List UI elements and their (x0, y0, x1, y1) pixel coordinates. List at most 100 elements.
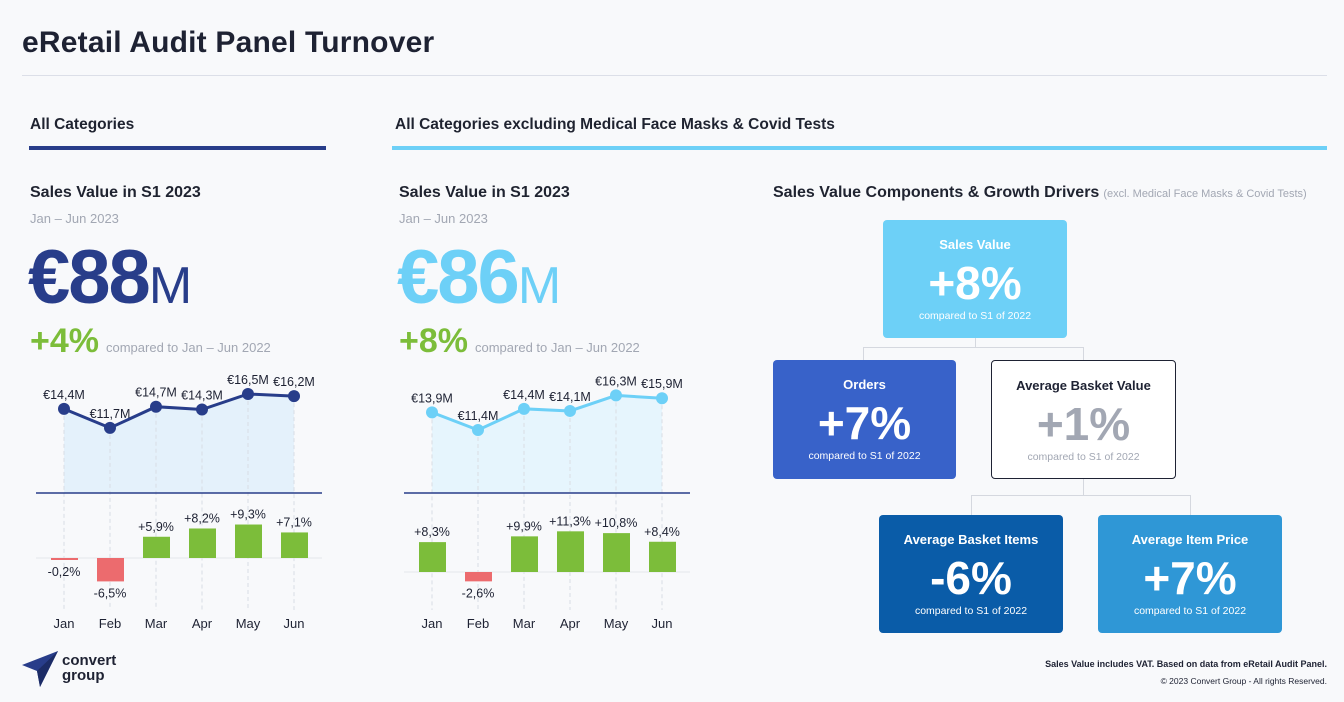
driver-avg-basket-value: Average Basket Value +1% compared to S1 … (991, 360, 1176, 479)
sales-point (426, 406, 438, 419)
x-tick-label: Jun (284, 616, 305, 631)
driver-orders-label: Orders (843, 377, 886, 392)
driver-sales-value-label: Sales Value (939, 237, 1011, 252)
x-tick-label: Mar (513, 616, 536, 631)
sales-label: €16,5M (227, 373, 269, 387)
sales-point (242, 388, 254, 400)
growth-label: +9,9% (506, 519, 542, 533)
growth-label: -2,6% (462, 586, 495, 600)
panel2-sales-value: €86M (397, 236, 561, 328)
sales-point (196, 403, 208, 416)
driver-orders: Orders +7% compared to S1 of 2022 (773, 360, 956, 479)
sales-line (63, 392, 295, 430)
connector (1083, 479, 1084, 495)
growth-label: +7,1% (276, 515, 312, 529)
growth-label: +10,8% (595, 516, 638, 530)
growth-label: +5,9% (138, 520, 174, 534)
section-excl-underline (392, 146, 1327, 150)
section-all-categories-underline (29, 146, 326, 150)
growth-bar (235, 524, 262, 558)
connector (1083, 347, 1084, 360)
driver-orders-pct: +7% (817, 397, 912, 449)
panel1-growth-row: +4% compared to Jan – Jun 2022 (30, 322, 271, 361)
growth-bar (511, 536, 538, 572)
x-tick-label: May (236, 616, 261, 631)
panel1-sales-value: €88M (28, 236, 192, 328)
line-area (432, 395, 662, 493)
growth-bar (97, 558, 124, 582)
logo-line1: convert (62, 652, 117, 669)
drivers-title: Sales Value Components & Growth Drivers(… (773, 184, 1307, 202)
driver-avg-item-price: Average Item Price +7% compared to S1 of… (1098, 515, 1282, 633)
sales-point (288, 390, 300, 403)
growth-label: -6,5% (94, 586, 127, 600)
drivers-title-text: Sales Value Components & Growth Drivers (773, 184, 1100, 201)
growth-bar (189, 528, 216, 558)
panel1-sales-number: €88 (28, 235, 151, 320)
growth-bar (649, 541, 676, 572)
x-tick-label: Jan (422, 616, 443, 631)
driver-sales-value-pct: +8% (928, 257, 1022, 309)
panel1-period: Jan – Jun 2023 (30, 211, 119, 226)
driver-sales-value-compare: compared to S1 of 2022 (918, 310, 1032, 322)
driver-avg-item-price-compare: compared to S1 of 2022 (1133, 605, 1247, 617)
x-tick-label: Jan (54, 616, 75, 631)
growth-bar (603, 533, 630, 572)
panel1-subtitle: Sales Value in S1 2023 (30, 184, 201, 201)
sales-point (58, 402, 70, 415)
section-excl-heading: All Categories excluding Medical Face Ma… (395, 116, 835, 133)
panel1-growth: +4% (30, 322, 99, 360)
panel2-period: Jan – Jun 2023 (399, 211, 488, 226)
title-divider (22, 75, 1327, 76)
panel2-sales-number: €86 (397, 235, 520, 320)
growth-bar (143, 536, 170, 558)
panel2-growth: +8% (399, 322, 468, 360)
x-tick-label: May (604, 616, 629, 631)
growth-label: -0,2% (48, 565, 81, 579)
growth-label: +8,4% (644, 525, 680, 539)
growth-label: +8,3% (414, 525, 450, 539)
connector (863, 347, 1083, 348)
page-title: eRetail Audit Panel Turnover (22, 26, 435, 59)
sales-point (472, 424, 484, 436)
section-all-categories-heading: All Categories (30, 116, 135, 133)
chart-excl-categories: €13,9M €11,4M €14,4M €14,1M €16,3M €15,9M +8,3… (404, 374, 690, 631)
growth-label: +11,3% (549, 514, 591, 528)
logo-line2: group (62, 667, 105, 684)
driver-sales-value: Sales Value +8% compared to S1 of 2022 (883, 220, 1067, 338)
x-tick-label: Apr (192, 616, 213, 631)
driver-avg-basket-items-compare: compared to S1 of 2022 (914, 605, 1028, 617)
sales-label: €14,4M (503, 388, 545, 402)
panel1-compare: compared to Jan – Jun 2022 (106, 340, 271, 355)
sales-point (104, 421, 116, 434)
x-tick-label: Apr (560, 616, 581, 631)
sales-line (431, 393, 663, 432)
sales-label: €15,9M (641, 377, 683, 391)
driver-avg-basket-items: Average Basket Items -6% compared to S1 … (879, 515, 1063, 633)
footnote: Sales Value includes VAT. Based on data … (1045, 659, 1327, 669)
growth-label: +9,3% (230, 508, 266, 522)
sales-label: €14,7M (135, 386, 177, 400)
sales-label: €16,3M (595, 374, 637, 388)
driver-orders-compare: compared to S1 of 2022 (808, 450, 921, 462)
driver-avg-item-price-pct: +7% (1143, 552, 1237, 604)
growth-label: +8,2% (184, 511, 220, 525)
sales-point (518, 402, 530, 415)
sales-label: €14,1M (549, 390, 591, 404)
panel2-sales-unit: M (517, 257, 562, 315)
driver-avg-basket-items-pct: -6% (930, 552, 1012, 604)
line-area (64, 394, 294, 493)
connector (971, 495, 972, 515)
growth-bar (465, 572, 492, 582)
sales-label: €11,4M (458, 409, 499, 423)
driver-avg-basket-value-pct: +1% (1036, 398, 1131, 450)
panel1-sales-unit: M (148, 257, 193, 315)
connector (1190, 495, 1191, 515)
driver-avg-basket-items-label: Average Basket Items (903, 532, 1039, 547)
driver-avg-item-price-label: Average Item Price (1131, 532, 1249, 547)
sales-point (656, 392, 668, 405)
x-tick-label: Feb (467, 616, 489, 631)
sales-label: €16,2M (273, 375, 315, 389)
sales-label: €14,3M (181, 389, 223, 403)
growth-bar (281, 532, 308, 558)
